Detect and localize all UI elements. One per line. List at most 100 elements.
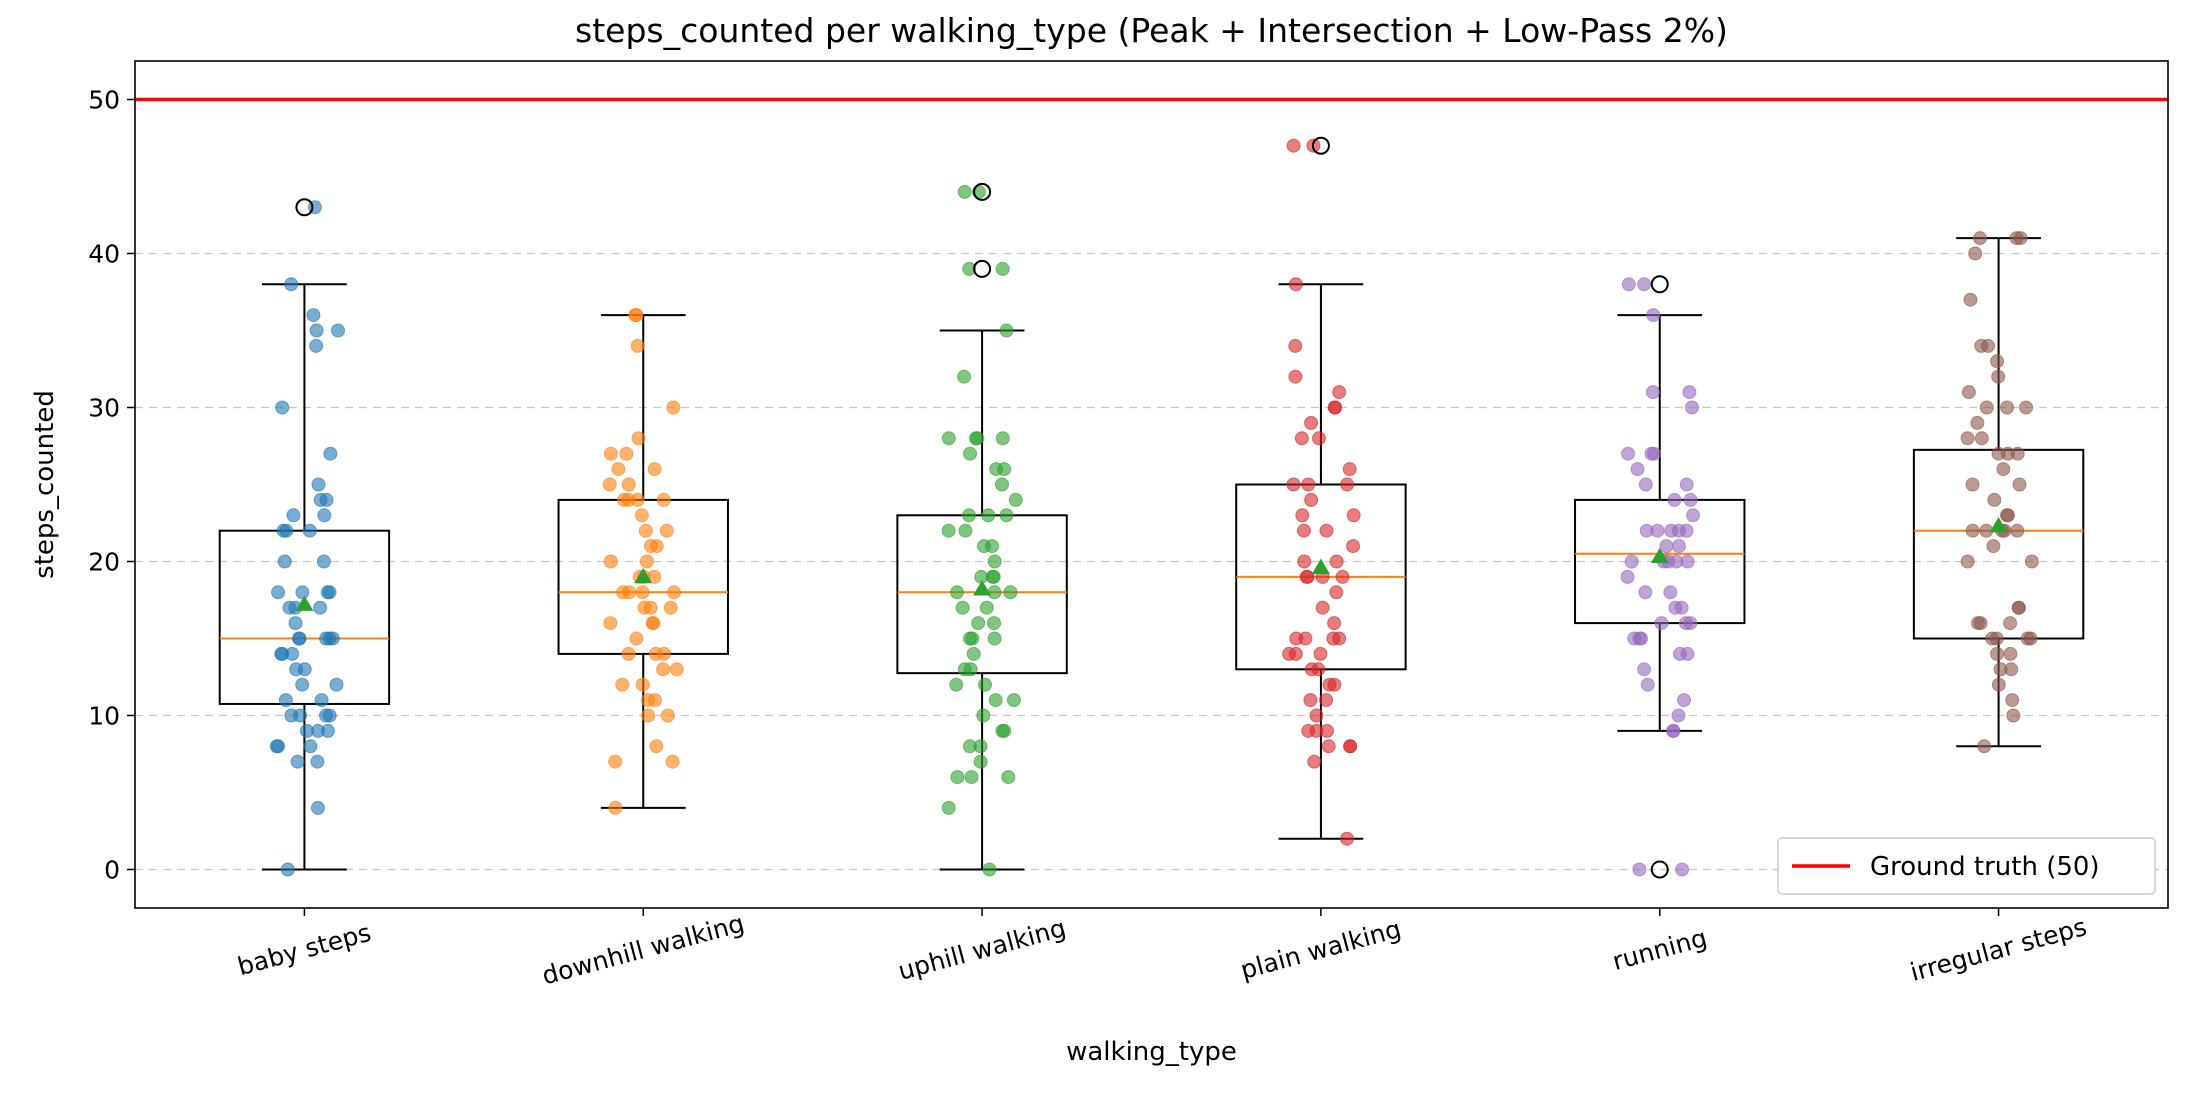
data-point-plain-walking bbox=[1320, 723, 1335, 738]
data-point-downhill-walking bbox=[630, 492, 645, 507]
flier-layer bbox=[295, 136, 1669, 879]
data-point-irregular-steps bbox=[2003, 646, 2018, 661]
data-point-running bbox=[1684, 400, 1699, 415]
data-point-uphill-walking bbox=[985, 569, 1000, 584]
data-point-uphill-walking bbox=[1003, 585, 1018, 600]
data-point-downhill-walking bbox=[603, 554, 618, 569]
data-point-uphill-walking bbox=[971, 616, 986, 631]
data-point-irregular-steps bbox=[2000, 446, 2015, 461]
data-point-uphill-walking bbox=[966, 646, 981, 661]
point-layer bbox=[269, 138, 2039, 877]
data-point-baby-steps bbox=[277, 554, 292, 569]
data-point-baby-steps bbox=[316, 554, 331, 569]
data-point-plain-walking bbox=[1301, 477, 1316, 492]
y-axis-label: steps_counted bbox=[30, 390, 60, 579]
data-point-baby-steps bbox=[317, 508, 332, 523]
mean-marker-downhill-walking bbox=[634, 567, 653, 584]
data-point-irregular-steps bbox=[2019, 400, 2034, 415]
data-point-plain-walking bbox=[1304, 415, 1319, 430]
data-point-baby-steps bbox=[310, 800, 325, 815]
data-point-irregular-steps bbox=[2006, 708, 2021, 723]
data-point-baby-steps bbox=[292, 631, 307, 646]
data-point-baby-steps bbox=[280, 862, 295, 877]
data-point-downhill-walking bbox=[629, 631, 644, 646]
data-point-plain-walking bbox=[1315, 600, 1330, 615]
data-point-plain-walking bbox=[1288, 369, 1303, 384]
data-point-running bbox=[1663, 585, 1678, 600]
data-point-running bbox=[1621, 277, 1636, 292]
data-point-running bbox=[1644, 446, 1659, 461]
data-point-running bbox=[1632, 862, 1647, 877]
data-point-baby-steps bbox=[306, 308, 321, 323]
data-point-uphill-walking bbox=[950, 585, 965, 600]
data-point-running bbox=[1673, 646, 1688, 661]
data-point-downhill-walking bbox=[616, 585, 631, 600]
data-point-irregular-steps bbox=[2011, 600, 2026, 615]
data-point-irregular-steps bbox=[1963, 292, 1978, 307]
data-point-plain-walking bbox=[1286, 138, 1301, 153]
data-point-downhill-walking bbox=[663, 600, 678, 615]
data-point-plain-walking bbox=[1313, 646, 1328, 661]
data-point-running bbox=[1677, 693, 1692, 708]
data-point-uphill-walking bbox=[978, 677, 993, 692]
data-point-downhill-walking bbox=[656, 662, 671, 677]
data-point-running bbox=[1659, 539, 1674, 554]
legend-box bbox=[1777, 837, 2156, 895]
data-point-irregular-steps bbox=[2023, 631, 2038, 646]
y-tick-label: 40 bbox=[88, 240, 120, 269]
data-point-uphill-walking bbox=[950, 770, 965, 785]
data-point-baby-steps bbox=[313, 600, 328, 615]
data-point-plain-walking bbox=[1332, 631, 1347, 646]
data-point-downhill-walking bbox=[641, 708, 656, 723]
data-point-irregular-steps bbox=[1991, 677, 2006, 692]
chart-title: steps_counted per walking_type (Peak + I… bbox=[575, 11, 1728, 50]
data-point-running bbox=[1679, 477, 1694, 492]
data-point-downhill-walking bbox=[649, 739, 664, 754]
data-point-irregular-steps bbox=[1981, 338, 1996, 353]
data-point-plain-walking bbox=[1321, 739, 1336, 754]
data-point-uphill-walking bbox=[987, 631, 1002, 646]
data-point-baby-steps bbox=[302, 523, 317, 538]
data-point-irregular-steps bbox=[1986, 539, 2001, 554]
data-point-baby-steps bbox=[275, 400, 290, 415]
data-point-downhill-walking bbox=[659, 523, 674, 538]
data-point-running bbox=[1668, 600, 1683, 615]
data-point-uphill-walking bbox=[985, 539, 1000, 554]
data-point-uphill-walking bbox=[973, 739, 988, 754]
data-point-uphill-walking bbox=[963, 662, 978, 677]
data-point-uphill-walking bbox=[999, 323, 1014, 338]
data-point-running bbox=[1664, 523, 1679, 538]
data-point-uphill-walking bbox=[982, 862, 997, 877]
data-point-plain-walking bbox=[1327, 616, 1342, 631]
data-point-downhill-walking bbox=[638, 523, 653, 538]
data-point-plain-walking bbox=[1304, 662, 1319, 677]
data-point-running bbox=[1638, 477, 1653, 492]
data-point-baby-steps bbox=[309, 338, 324, 353]
data-point-plain-walking bbox=[1343, 739, 1358, 754]
data-point-downhill-walking bbox=[603, 616, 618, 631]
data-point-irregular-steps bbox=[1961, 385, 1976, 400]
data-point-uphill-walking bbox=[962, 261, 977, 276]
data-point-baby-steps bbox=[311, 477, 326, 492]
data-point-running bbox=[1639, 523, 1654, 538]
mean-layer bbox=[295, 517, 2008, 611]
data-point-downhill-walking bbox=[611, 462, 626, 477]
data-point-plain-walking bbox=[1329, 554, 1344, 569]
data-point-baby-steps bbox=[331, 323, 346, 338]
data-point-baby-steps bbox=[288, 616, 303, 631]
data-point-baby-steps bbox=[271, 585, 286, 600]
data-point-downhill-walking bbox=[608, 800, 623, 815]
outlier-baby-steps bbox=[295, 198, 314, 217]
data-point-uphill-walking bbox=[995, 477, 1010, 492]
data-point-running bbox=[1686, 508, 1701, 523]
data-point-plain-walking bbox=[1332, 385, 1347, 400]
data-point-irregular-steps bbox=[2010, 523, 2025, 538]
mean-marker-uphill-walking bbox=[973, 580, 992, 596]
data-point-downhill-walking bbox=[608, 754, 623, 769]
data-point-downhill-walking bbox=[660, 708, 675, 723]
data-point-running bbox=[1638, 585, 1653, 600]
data-point-downhill-walking bbox=[603, 446, 618, 461]
data-point-baby-steps bbox=[284, 708, 299, 723]
